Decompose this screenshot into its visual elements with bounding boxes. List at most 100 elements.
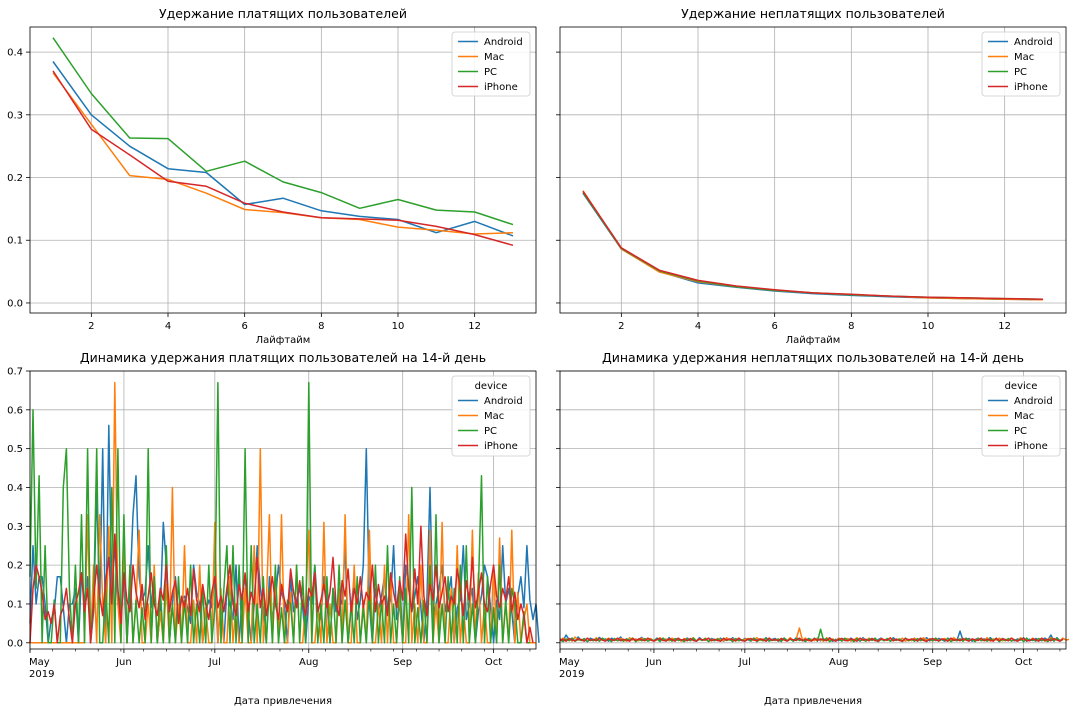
x-axis-label: Дата привлечения [764,696,862,707]
x-tick-label: 6 [771,321,777,332]
y-tick-label: 0.4 [7,48,23,59]
plot-title: Динамика удержания неплатящих пользовате… [602,350,1024,365]
series-line-android [52,61,514,237]
x-tick-label: May 2019 [29,657,54,680]
x-tick-label-line: Sep [393,657,412,668]
x-tick-label: Aug [829,657,849,668]
series-line-pc [52,37,514,226]
plot-title: Удержание платящих пользователей [159,6,407,21]
legend: device Android Mac PC iPhone [451,375,531,457]
y-tick-label: 0.5 [7,444,23,455]
legend: Android Mac PC iPhone [451,31,531,97]
y-tick-label: 0.7 [7,367,23,378]
x-tick-label: May 2019 [559,657,584,680]
legend-title: device [475,381,508,392]
legend-label-pc: PC [1014,67,1027,78]
series-line-iphone [29,525,534,644]
legend-label-android: Android [484,396,523,407]
x-tick-label: Sep [923,657,942,668]
axes-frame [559,26,1067,314]
x-tick-label-line: Jun [645,657,662,668]
x-tick-label-line: May [559,657,580,668]
y-tick-label: 0.0 [7,298,23,309]
legend-label-mac: Mac [1014,52,1034,63]
legend-box [451,375,531,457]
x-tick-label-line: Jun [115,657,132,668]
legend-label-android: Android [1014,37,1053,48]
legend-label-pc: PC [484,426,497,437]
x-tick-label: 10 [922,321,935,332]
plot-title: Динамика удержания платящих пользователе… [80,350,486,365]
legend: Android Mac PC iPhone [981,31,1061,97]
series-line-iphone [52,70,514,247]
x-tick-label: 12 [468,321,481,332]
series-line-mac [582,190,1044,301]
x-tick-label: 2 [618,321,624,332]
y-tick-label: 0.0 [7,638,23,649]
y-tick-label: 0.3 [7,522,23,533]
x-tick-label: Oct [485,657,502,668]
x-tick-label: 2 [88,321,94,332]
x-tick-label-line: Aug [299,657,319,668]
x-tick-label: 10 [392,321,405,332]
x-tick-label: Jun [115,657,132,668]
x-tick-label-line: Oct [485,657,502,668]
x-tick-label-line: Sep [923,657,942,668]
legend-label-android: Android [484,37,523,48]
y-tick-label: 0.2 [7,173,23,184]
y-tick-label: 0.2 [7,561,23,572]
y-tick-label: 0.3 [7,110,23,121]
legend-box [981,375,1061,457]
legend-label-iphone: iPhone [484,82,518,93]
subplot-3: Динамика удержания платящих пользователе… [7,350,540,707]
axes-frame [559,370,1067,650]
legend-label-mac: Mac [484,411,504,422]
subplot-2: Удержание неплатящих пользователей 2 4 6 8 10… [556,6,1067,346]
x-tick-label: 8 [318,321,324,332]
x-tick-label-line: Jul [738,657,751,668]
legend-label-mac: Mac [1014,411,1034,422]
x-tick-label: 8 [848,321,854,332]
plot-title: Удержание неплатящих пользователей [681,6,945,21]
legend-title: device [1005,381,1038,392]
subplot-1: Удержание платящих пользователей 0.0 0.1 0.… [7,6,537,346]
x-tick-label-line: Jul [208,657,221,668]
legend-label-iphone: iPhone [1014,441,1048,452]
x-tick-label: Sep [393,657,412,668]
legend: device Android Mac PC iPhone [981,375,1061,457]
x-axis-label: Лайфтайм [256,335,311,346]
legend-label-iphone: iPhone [1014,82,1048,93]
legend-box [451,31,531,97]
legend-label-pc: PC [484,67,497,78]
x-tick-label: Oct [1015,657,1032,668]
y-tick-label: 0.1 [7,599,23,610]
legend-label-mac: Mac [484,52,504,63]
series-line-iphone [559,637,1064,642]
x-tick-label: Jul [208,657,221,668]
x-tick-label-line: May [29,657,50,668]
legend-label-android: Android [1014,396,1053,407]
x-tick-label: 6 [241,321,247,332]
axes-frame [29,370,537,650]
series-line-android [582,192,1044,301]
x-tick-label-line: 2019 [29,669,54,680]
x-tick-label: 12 [998,321,1011,332]
y-tick-label: 0.1 [7,236,23,247]
x-tick-label-line: 2019 [559,669,584,680]
x-axis-label: Дата привлечения [234,696,332,707]
legend-box [981,31,1061,97]
subplot-4: Динамика удержания неплатящих пользовате… [556,350,1070,707]
y-tick-label: 0.4 [7,483,23,494]
legend-label-iphone: iPhone [484,441,518,452]
x-tick-label: 4 [695,321,701,332]
series-line-pc [582,192,1044,300]
series-line-iphone [582,190,1044,300]
x-axis-label: Лайфтайм [786,335,841,346]
x-tick-label-line: Oct [1015,657,1032,668]
axes-frame [29,26,537,314]
x-tick-label: Aug [299,657,319,668]
y-tick-label: 0.6 [7,405,23,416]
x-tick-label-line: Aug [829,657,849,668]
x-tick-label: Jun [645,657,662,668]
